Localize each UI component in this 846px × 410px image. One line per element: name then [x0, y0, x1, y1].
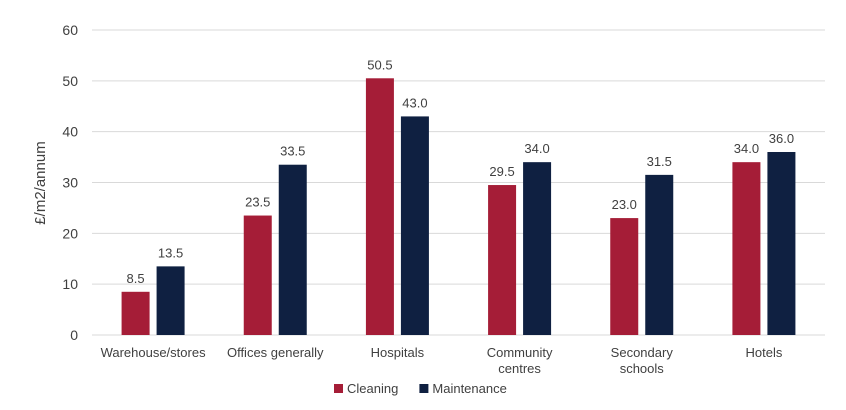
y-tick-label: 10: [62, 276, 78, 292]
y-tick-label: 0: [70, 327, 78, 343]
data-label: 43.0: [402, 95, 427, 110]
bar-maintenance: [645, 174, 674, 335]
legend-label: Cleaning: [347, 381, 398, 396]
bar-maintenance: [767, 152, 796, 335]
x-category-label: Offices generally: [227, 345, 324, 360]
bar-maintenance: [400, 116, 429, 336]
y-tick-label: 60: [62, 22, 78, 38]
y-tick-label: 50: [62, 73, 78, 89]
data-label: 33.5: [280, 144, 305, 159]
y-tick-label: 20: [62, 225, 78, 241]
legend-label: Maintenance: [432, 381, 506, 396]
bar-cleaning: [488, 185, 517, 335]
y-tick-label: 30: [62, 175, 78, 191]
legend: Cleaning Maintenance: [334, 381, 507, 396]
bar-cleaning: [121, 291, 150, 335]
data-label: 31.5: [647, 154, 672, 169]
bar-maintenance: [523, 162, 552, 335]
data-label: 8.5: [127, 271, 145, 286]
data-label: 50.5: [367, 57, 392, 72]
x-category-label: Community centres: [487, 345, 553, 376]
data-label: 36.0: [769, 131, 794, 146]
data-labels: 8.5 13.5 23.5 33.5 50.5 43.0 29.5 34.0 23.0 31.5 3…: [127, 57, 795, 286]
y-axis-label: £/m2/annum: [32, 141, 49, 224]
bar-maintenance: [278, 164, 307, 335]
data-label: 23.5: [245, 195, 270, 210]
bar-cleaning: [365, 78, 394, 336]
legend-swatch: [334, 384, 343, 393]
bar-cleaning: [732, 162, 761, 335]
bar-cleaning: [243, 215, 272, 335]
x-category-label: Hospitals: [371, 345, 425, 360]
bars: [121, 78, 796, 336]
data-label: 34.0: [524, 141, 549, 156]
x-axis-categories: Warehouse/stores Offices generally Hospita…: [101, 345, 783, 376]
x-category-label: Secondary schools: [611, 345, 674, 376]
y-tick-label: 40: [62, 124, 78, 140]
bar-cleaning: [610, 218, 639, 335]
y-axis-ticks: 0 10 20 30 40 50 60: [62, 22, 78, 343]
x-category-label: Warehouse/stores: [101, 345, 207, 360]
x-category-label: Hotels: [745, 345, 782, 360]
gridlines: [92, 29, 825, 336]
data-label: 29.5: [489, 164, 514, 179]
data-label: 34.0: [734, 141, 759, 156]
data-label: 23.0: [612, 197, 637, 212]
bar-maintenance: [156, 266, 185, 335]
data-label: 13.5: [158, 245, 183, 260]
legend-swatch: [419, 384, 429, 393]
